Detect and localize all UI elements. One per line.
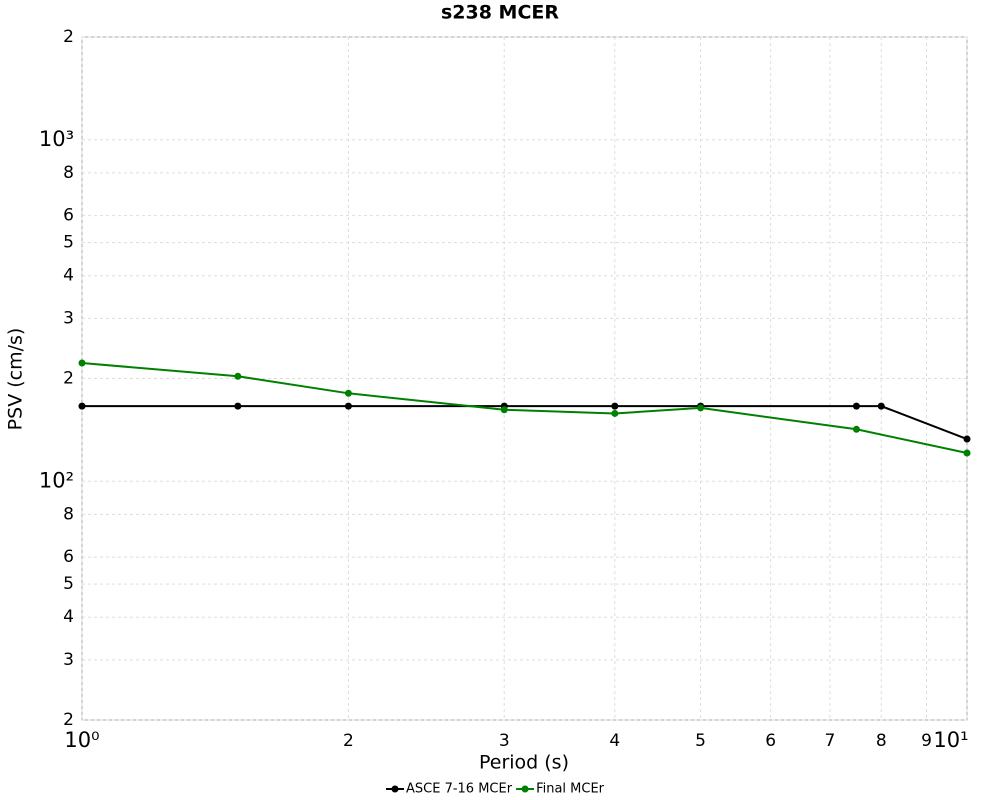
data-point — [234, 372, 242, 380]
data-point — [611, 402, 619, 410]
data-point — [852, 425, 860, 433]
y-tick-label: 2 — [63, 710, 74, 730]
data-point — [852, 402, 860, 410]
legend-label: Final MCEr — [536, 782, 605, 797]
plot-area — [81, 36, 968, 721]
y-tick-label: 8 — [63, 163, 74, 183]
y-tick-label: 4 — [63, 266, 74, 286]
y-tick-label: 3 — [63, 650, 74, 670]
data-point — [611, 409, 619, 417]
x-tick-label: 4 — [609, 731, 620, 751]
series-line — [81, 362, 968, 455]
y-tick-label: 5 — [63, 574, 74, 594]
data-point — [234, 402, 242, 410]
y-tick-label: 4 — [63, 607, 74, 627]
legend-marker — [391, 785, 399, 793]
x-tick-label: 3 — [499, 731, 510, 751]
data-point — [344, 402, 352, 410]
y-tick-label: 8 — [63, 504, 74, 524]
y-tick-label: 3 — [63, 308, 74, 328]
legend-marker — [521, 785, 529, 793]
x-axis-label: Period (s) — [479, 752, 569, 774]
y-tick-label: 5 — [63, 233, 74, 253]
y-tick-label: 6 — [63, 206, 74, 226]
y-tick-label: 2 — [63, 369, 74, 389]
data-point — [697, 404, 705, 412]
data-point — [963, 449, 971, 457]
y-axis-label: PSV (cm/s) — [5, 328, 27, 431]
data-point — [78, 359, 86, 367]
x-tick-label: 10¹ — [933, 728, 968, 752]
x-tick-label: 8 — [876, 731, 887, 751]
x-tick-label: 2 — [343, 731, 354, 751]
x-tick-label: 10⁰ — [64, 728, 99, 752]
y-tick-label: 2 — [63, 27, 74, 47]
chart-title: s238 MCER — [441, 2, 559, 24]
y-tick-label: 6 — [63, 547, 74, 567]
y-tick-label: 10² — [39, 468, 74, 492]
data-point — [500, 406, 508, 414]
data-point — [78, 402, 86, 410]
data-point — [963, 435, 971, 443]
x-tick-label: 5 — [695, 731, 706, 751]
data-point — [877, 402, 885, 410]
legend-label: ASCE 7-16 MCEr — [406, 782, 513, 797]
data-point — [344, 389, 352, 397]
x-tick-label: 7 — [824, 731, 835, 751]
x-tick-label: 6 — [765, 731, 776, 751]
x-tick-label: 9 — [921, 731, 932, 751]
y-tick-label: 10³ — [39, 127, 74, 151]
